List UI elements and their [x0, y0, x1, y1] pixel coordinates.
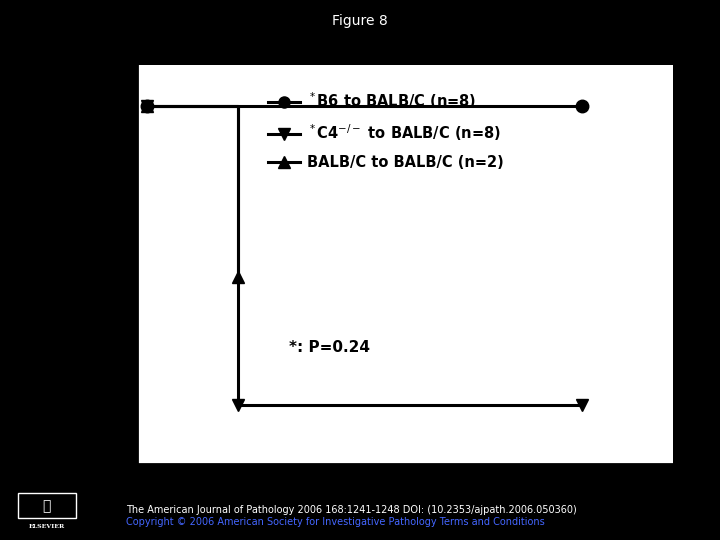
Text: The American Journal of Pathology 2006 168:1241-1248 DOI: (10.2353/ajpath.2006.0: The American Journal of Pathology 2006 1… [126, 505, 577, 515]
Text: Figure 8: Figure 8 [332, 14, 388, 28]
Text: *: P=0.24: *: P=0.24 [289, 340, 369, 355]
Text: Copyright © 2006 American Society for Investigative Pathology Terms and Conditio: Copyright © 2006 American Society for In… [126, 517, 545, 527]
X-axis label: Days Post Transplantation: Days Post Transplantation [282, 497, 528, 515]
Text: 🌳: 🌳 [42, 500, 51, 514]
Legend: $^*$B6 to BALB/C (n=8), $^*$C4$^{-/-}$ to BALB/C (n=8), BALB/C to BALB/C (n=2): $^*$B6 to BALB/C (n=8), $^*$C4$^{-/-}$ t… [262, 84, 510, 176]
Text: ELSEVIER: ELSEVIER [29, 524, 65, 529]
Y-axis label: Percent survival: Percent survival [70, 188, 88, 341]
